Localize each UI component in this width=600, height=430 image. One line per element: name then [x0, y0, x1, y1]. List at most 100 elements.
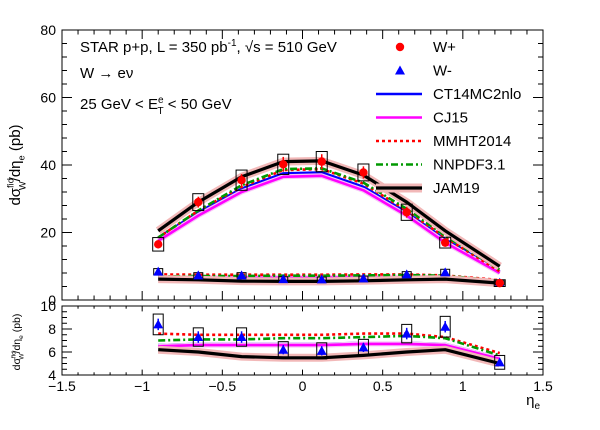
ratio-data-point: [316, 345, 327, 355]
y-tick-label-bottom: 4: [48, 367, 56, 383]
wminus-data-point: [358, 273, 369, 283]
ratio-data-sys-box: [236, 327, 248, 347]
legend-label: CJ15: [433, 110, 468, 127]
wplus-data-sys-box: [277, 153, 290, 175]
wplus-data-point: [237, 175, 246, 185]
wminus-data-point: [401, 269, 412, 279]
wplus-data-sys-box: [400, 203, 413, 221]
annotation-et-sup: e: [158, 95, 164, 106]
y-axis-label-top-sup: fid: [5, 178, 15, 188]
ratio-theory-cj15-line: [158, 342, 501, 361]
ratio-data-point: [278, 344, 289, 354]
legend-label: JAM19: [433, 180, 480, 197]
wminus-data-point: [153, 266, 164, 276]
annotation-star: STAR p+p, L = 350 pb-1, √s = 510 GeV: [80, 38, 337, 56]
ratio-data-sys-box: [439, 315, 451, 338]
y-tick-label-bottom: 10: [40, 298, 56, 314]
x-axis-label: ηe: [526, 392, 540, 412]
wminus-data-point: [316, 274, 327, 284]
y-axis-label-top-unit: (pb): [7, 124, 24, 155]
annotation-star-mid: ,: [237, 39, 245, 56]
wplus-data-sys-box: [152, 237, 165, 252]
legend-entry: NNPDF3.1: [376, 157, 506, 174]
legend-label: MMHT2014: [433, 133, 511, 150]
x-axis: −1.5 −1 −0.5 0 0.5 1 1.5ηe: [48, 378, 553, 412]
y-axis-label-bottom-main: dσ: [11, 358, 23, 371]
y-tick-label-bottom: 8: [48, 321, 56, 337]
y-axis-label-bottom-unit: (pb): [11, 314, 23, 336]
ratio-data-point: [236, 332, 247, 342]
wplus-data-sys-box: [192, 193, 205, 212]
ratio-data-point: [358, 342, 369, 352]
wminus-data-point: [278, 274, 289, 284]
y-tick-label-top: 0: [48, 292, 56, 308]
legend-entry: JAM19: [376, 180, 480, 197]
wplus-data-point: [194, 197, 203, 207]
legend-label: NNPDF3.1: [433, 157, 506, 174]
wplus-theory-ct14mc2nlo-line: [157, 171, 501, 273]
x-tick-label: 1.5: [533, 378, 553, 394]
y-axis-label-bottom-sup: fid: [10, 351, 17, 358]
ratio-data-sys-box: [277, 341, 289, 359]
ratio-data-point: [494, 357, 505, 367]
ratio-theory-jam19-line: [158, 348, 501, 366]
x-tick-label: −0.5: [209, 378, 237, 394]
y-tick-label-top: 80: [40, 22, 56, 38]
y-tick-label-bottom: 6: [48, 344, 56, 360]
bottom-plot-area: [152, 313, 506, 370]
legend-label: CT14MC2nlo: [433, 86, 521, 103]
wplus-theory-cj15-line: [157, 174, 501, 275]
bottom-frame: [61, 305, 544, 376]
y-tick-label-top: 40: [40, 157, 56, 173]
y-axis-label-top-sub2: e: [17, 155, 27, 160]
x-tick-label: −1.5: [48, 378, 76, 394]
y-axis-label-top: dσfid W/dηe (pb): [5, 124, 27, 205]
ratio-data-sys-box: [192, 327, 204, 347]
wplus-data-point: [317, 157, 326, 166]
y-axis-label-bottom-rest: /dη: [11, 339, 23, 354]
wminus-data-point: [440, 267, 451, 277]
annotation-star-end: = 510 GeV: [261, 39, 337, 56]
annotation-star-sup: -1: [228, 38, 237, 49]
annotation-star-sqrt: √s: [245, 39, 261, 56]
wplus-data-point: [440, 238, 450, 247]
legend-entry: CT14MC2nlo: [376, 86, 521, 103]
wplus-data-point: [279, 160, 288, 169]
top-plot-area: [152, 151, 506, 288]
x-tick-label: 0.5: [373, 378, 393, 394]
wplus-data-sys-box: [357, 163, 370, 182]
ratio-data-point: [153, 319, 164, 329]
legend-entry: W-: [395, 63, 452, 80]
y-axis-label-bottom-sub: W: [19, 353, 26, 360]
y-axis-label-bottom: dσfidW/dηe (pb): [10, 314, 25, 371]
y-axis-label-top-main: dσ: [7, 187, 24, 205]
legend-marker-circle: [395, 42, 405, 52]
y-axis-label-top-rest: /dη: [7, 160, 24, 181]
wplus-data-sys-box: [235, 169, 248, 191]
ratio-data-sys-box: [494, 354, 506, 370]
y-tick-label-top: 60: [40, 90, 56, 106]
legend-marker-triangle: [395, 65, 405, 75]
y-tick-label-top: 20: [40, 225, 56, 241]
y-axis-label-top-sub: W: [17, 181, 27, 190]
annotation-star-text: STAR p+p, L = 350 pb: [80, 39, 228, 56]
wplus-data-point: [154, 240, 163, 249]
ratio-theory-mmht2014-line: [158, 332, 501, 355]
ratio-data-point: [401, 328, 412, 338]
ratio-theory-nnpdf31-line: [158, 334, 501, 357]
annotations: STAR p+p, L = 350 pb-1, √s = 510 GeV W → …: [80, 38, 337, 117]
x-axis-label-main: η: [526, 392, 534, 409]
y-axis-label-bottom-sub2: e: [18, 335, 25, 339]
annotation-et-a: 25 GeV < E: [80, 96, 158, 113]
legend-entry: CJ15: [376, 110, 468, 127]
ratio-data-sys-box: [401, 323, 413, 344]
legend: W+ W- CT14MC2nlo CJ15 MMHT2014 NNPDF3.1 JAM19: [376, 39, 521, 197]
wplus-data-point: [495, 278, 504, 288]
wplus-data-sys-box: [315, 151, 328, 173]
annotation-et-b: < 50 GeV: [164, 96, 232, 113]
ratio-data-point: [193, 332, 204, 342]
x-tick-label: −1: [134, 378, 150, 394]
wplus-data-sys-box: [439, 236, 452, 249]
